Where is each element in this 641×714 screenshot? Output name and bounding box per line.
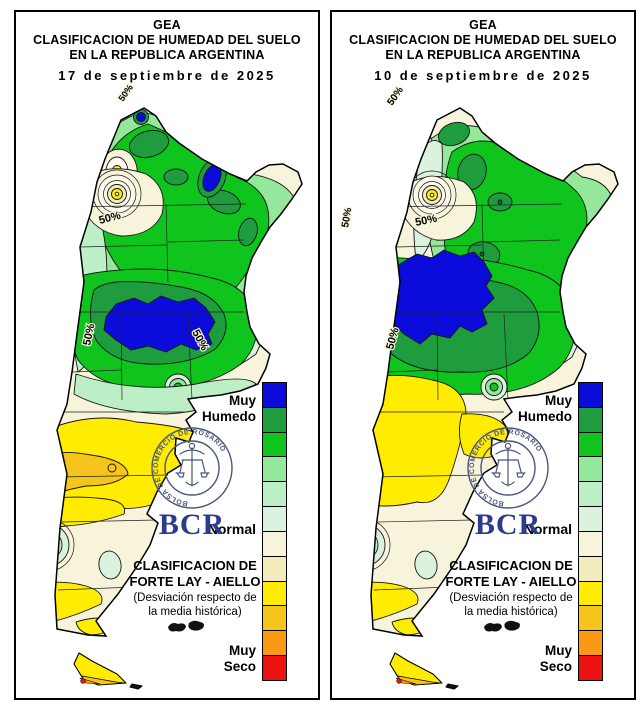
- classification-title-line1: CLASIFICACION DE: [133, 558, 257, 573]
- argentina-outline: [370, 107, 619, 637]
- title-line-1: CLASIFICACION DE HUMEDAD DEL SUELO: [349, 32, 617, 47]
- province-borders: [57, 203, 247, 591]
- province-borders: [373, 203, 563, 591]
- bcr-seal-icon: BOLSA DE COMERCIO DE ROSARIO: [467, 427, 549, 509]
- legend-label-muy-seco: Muy Seco: [539, 643, 572, 674]
- legend-cell: [579, 530, 602, 556]
- legend-colorbar: [578, 382, 603, 681]
- map-title: GEA CLASIFICACION DE HUMEDAD DEL SUELO E…: [16, 18, 318, 84]
- title-line-2: EN LA REPUBLICA ARGENTINA: [69, 47, 265, 62]
- legend-cell: [579, 580, 602, 606]
- tierra-del-fuego: [73, 652, 143, 690]
- malvinas-islands: [168, 620, 204, 632]
- legend-cell: [579, 630, 602, 656]
- classification-note-line2: la media histórica): [464, 606, 558, 619]
- bcr-seal-icon: BOLSA DE COMERCIO DE ROSARIO: [151, 427, 233, 509]
- legend-label-normal: Normal: [207, 521, 256, 537]
- title-line-1: CLASIFICACION DE HUMEDAD DEL SUELO: [33, 32, 301, 47]
- argentina-outline: [54, 107, 303, 637]
- classification-note-line2: la media histórica): [148, 606, 242, 619]
- legend-cell: [579, 431, 602, 457]
- legend-cell: [579, 655, 602, 680]
- legend-cell: [579, 456, 602, 482]
- contour-label-50pct: 50%: [414, 213, 438, 229]
- map-date: 17 de septiembre de 2025: [58, 68, 276, 84]
- contour-label-50pct: 50%: [385, 85, 406, 108]
- title-line-2: EN LA REPUBLICA ARGENTINA: [385, 47, 581, 62]
- legend-label-muy-humedo: Muy Humedo: [518, 393, 572, 424]
- map-panel-previous-week: GEA CLASIFICACION DE HUMEDAD DEL SUELO E…: [330, 10, 636, 700]
- contour-label-50pct: 50%: [81, 322, 97, 346]
- legend-colorbar: [262, 382, 287, 681]
- legend-cell: [263, 456, 286, 482]
- legend-cell: [263, 655, 286, 680]
- legend-cell: [263, 481, 286, 507]
- legend-cell: [263, 506, 286, 531]
- legend-cell: [579, 506, 602, 531]
- legend-label-muy-humedo: Muy Humedo: [202, 393, 256, 424]
- legend-cell: [579, 406, 602, 432]
- legend-cell: [263, 605, 286, 631]
- contour-label-50pct: 50%: [340, 207, 354, 229]
- legend-cell: [579, 481, 602, 507]
- legend-label-normal: Normal: [523, 521, 572, 537]
- map-title: GEA CLASIFICACION DE HUMEDAD DEL SUELO E…: [332, 18, 634, 84]
- legend-cell: [579, 555, 602, 581]
- legend-cell: [263, 431, 286, 457]
- classification-note-line1: (Desviación respecto de: [133, 591, 257, 604]
- classification-title-line1: CLASIFICACION DE: [449, 558, 573, 573]
- malvinas-islands: [484, 620, 520, 632]
- legend-cell: [263, 555, 286, 581]
- classification-note-line1: (Desviación respecto de: [449, 591, 573, 604]
- legend-cell: [263, 406, 286, 432]
- legend-cell: [579, 383, 602, 407]
- bcr-acronym: BCR: [474, 508, 542, 541]
- tierra-del-fuego: [389, 652, 459, 690]
- legend-label-muy-seco: Muy Seco: [223, 643, 256, 674]
- soil-moisture-map: 50% 50% 50% 50%: [54, 82, 303, 690]
- legend-cell: [579, 605, 602, 631]
- classification-caption: CLASIFICACION DE FORTE LAY - AIELLO (Des…: [402, 558, 620, 620]
- contour-label-50pct: 50%: [116, 83, 135, 103]
- org-name: GEA: [153, 18, 181, 32]
- bcr-acronym: BCR: [158, 508, 226, 541]
- map-panel-current-week: GEA CLASIFICACION DE HUMEDAD DEL SUELO E…: [14, 10, 320, 700]
- org-name: GEA: [469, 18, 497, 32]
- legend-cell: [263, 630, 286, 656]
- soil-moisture-map: 50% 50% 50% 50%: [339, 84, 619, 690]
- legend-cell: [263, 530, 286, 556]
- legend-cell: [263, 383, 286, 407]
- classification-title-line2: FORTE LAY - AIELLO: [129, 574, 261, 590]
- classification-caption: CLASIFICACION DE FORTE LAY - AIELLO (Des…: [86, 558, 304, 620]
- classification-title-line2: FORTE LAY - AIELLO: [445, 574, 577, 590]
- legend-cell: [263, 580, 286, 606]
- map-date: 10 de septiembre de 2025: [374, 68, 592, 84]
